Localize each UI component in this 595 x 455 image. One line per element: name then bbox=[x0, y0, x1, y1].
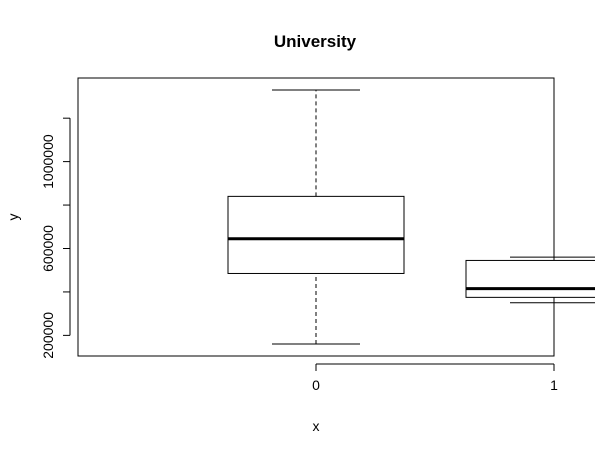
iqr-box bbox=[227, 195, 405, 274]
box-group-0 bbox=[227, 89, 405, 345]
x-axis-label: x bbox=[313, 418, 320, 434]
boxes-layer bbox=[227, 89, 595, 345]
iqr-box bbox=[465, 259, 595, 298]
y-tick-label: 1000000 bbox=[40, 134, 56, 189]
x-tick-label: 1 bbox=[550, 377, 558, 393]
box-group-1 bbox=[465, 256, 595, 304]
plot-frame bbox=[77, 77, 555, 357]
y-axis: 200000 600000 1000000 bbox=[40, 117, 71, 359]
chart-title: University bbox=[274, 32, 357, 51]
x-tick-label: 0 bbox=[312, 377, 320, 393]
y-axis-label: y bbox=[5, 214, 21, 221]
y-tick-label: 600000 bbox=[40, 225, 56, 272]
y-tick-label: 200000 bbox=[40, 312, 56, 359]
